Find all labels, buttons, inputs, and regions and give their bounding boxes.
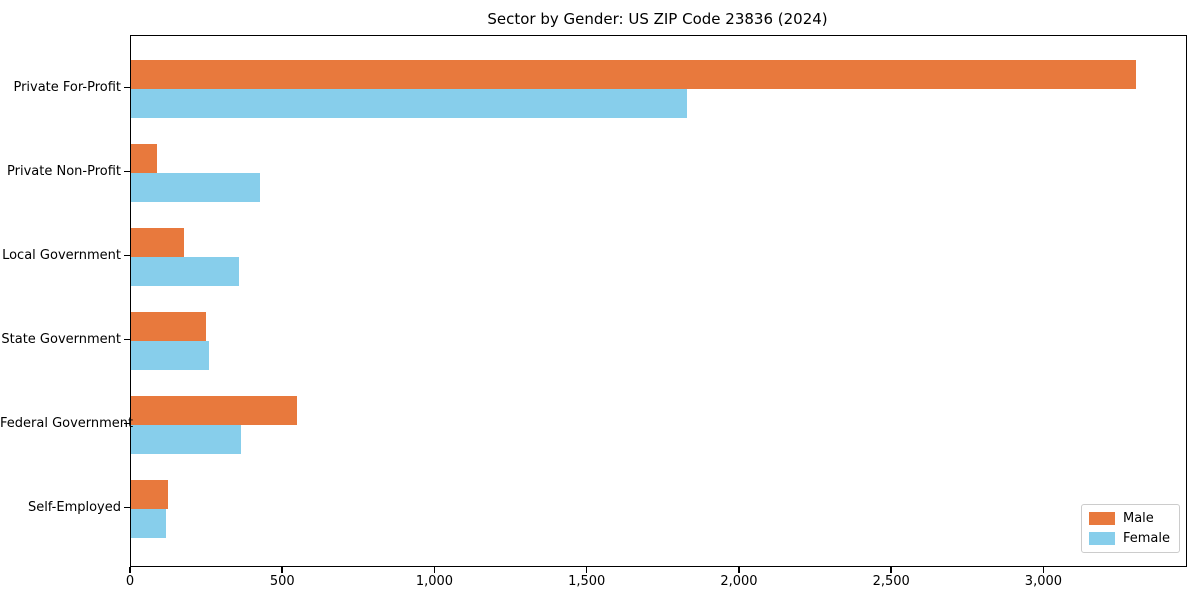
- legend-item-female: Female: [1088, 531, 1170, 546]
- bar-female-private-non-profit: [131, 172, 261, 202]
- x-tick-label-3-000: 3,000: [1024, 574, 1063, 589]
- y-tick-label-private-non-profit: Private Non-Profit: [7, 163, 121, 179]
- chart-title: Sector by Gender: US ZIP Code 23836 (202…: [487, 10, 828, 28]
- y-tick: [124, 86, 130, 89]
- x-tick-label-500: 500: [269, 574, 295, 589]
- x-tick: [433, 566, 436, 573]
- legend-label: Male: [1122, 511, 1154, 526]
- x-tick-label-1-500: 1,500: [568, 574, 606, 589]
- x-tick: [129, 566, 131, 573]
- bar-female-private-for-profit: [131, 88, 687, 118]
- legend-item-male: Male: [1088, 511, 1170, 526]
- y-tick: [124, 422, 130, 425]
- y-tick-label-private-for-profit: Private For-Profit: [13, 79, 121, 95]
- legend-label: Female: [1122, 531, 1170, 546]
- bar-female-federal-government: [131, 424, 241, 454]
- x-tick-label-1-000: 1,000: [415, 574, 454, 589]
- bar-male-local-government: [131, 227, 185, 257]
- y-tick-label-federal-government: Federal Government: [0, 415, 134, 431]
- y-tick: [124, 338, 130, 341]
- legend: Male Female: [1080, 504, 1180, 553]
- y-tick-label-state-government: State Government: [1, 331, 121, 347]
- y-tick: [124, 254, 130, 257]
- x-tick-label-2-000: 2,000: [720, 574, 758, 589]
- legend-swatch-male: [1088, 512, 1115, 525]
- x-tick: [1042, 566, 1045, 573]
- y-tick: [124, 170, 130, 173]
- x-tick-label-2-500: 2,500: [872, 574, 910, 589]
- legend-swatch-female: [1088, 532, 1115, 545]
- x-tick: [585, 566, 588, 573]
- plot-area: [130, 35, 1187, 567]
- bar-male-state-government: [131, 311, 206, 341]
- x-tick-label-0: 0: [125, 574, 135, 589]
- x-tick: [281, 566, 283, 573]
- x-tick: [890, 566, 892, 573]
- bar-male-private-non-profit: [131, 143, 157, 173]
- bar-male-private-for-profit: [131, 59, 1136, 89]
- y-tick-label-local-government: Local Government: [2, 247, 121, 263]
- y-tick-label-self-employed: Self-Employed: [27, 499, 121, 515]
- bar-female-local-government: [131, 256, 240, 286]
- bar-male-federal-government: [131, 395, 297, 425]
- y-tick: [124, 506, 130, 509]
- bar-female-state-government: [131, 340, 209, 370]
- bar-male-self-employed: [131, 479, 168, 509]
- x-tick: [738, 566, 740, 573]
- bar-female-self-employed: [131, 508, 166, 538]
